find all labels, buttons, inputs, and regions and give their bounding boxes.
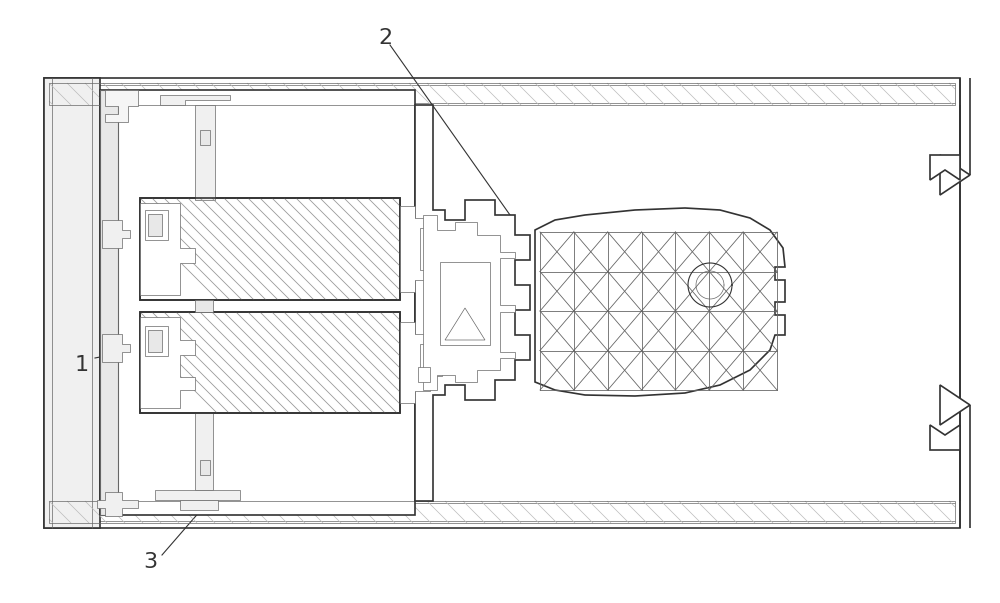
Polygon shape [195, 300, 213, 312]
Polygon shape [200, 460, 210, 475]
Polygon shape [105, 90, 138, 122]
Polygon shape [145, 210, 168, 240]
Text: 3: 3 [143, 552, 157, 572]
Polygon shape [148, 330, 162, 352]
Polygon shape [930, 425, 960, 450]
Polygon shape [418, 367, 430, 382]
Polygon shape [145, 326, 168, 356]
Polygon shape [140, 317, 195, 408]
Polygon shape [140, 203, 195, 295]
Polygon shape [940, 385, 970, 425]
Polygon shape [100, 90, 118, 515]
Polygon shape [440, 262, 490, 345]
Polygon shape [423, 215, 515, 390]
Polygon shape [930, 155, 960, 180]
Polygon shape [400, 206, 430, 292]
Polygon shape [44, 78, 960, 528]
Polygon shape [155, 490, 240, 500]
Polygon shape [140, 312, 400, 413]
Polygon shape [195, 413, 213, 490]
Polygon shape [97, 492, 138, 516]
Polygon shape [400, 322, 430, 403]
Polygon shape [148, 214, 162, 236]
Polygon shape [430, 233, 442, 265]
Text: 2: 2 [378, 28, 392, 48]
Text: 1: 1 [75, 355, 89, 375]
Polygon shape [200, 130, 210, 145]
Polygon shape [940, 155, 970, 195]
Polygon shape [535, 208, 785, 396]
Polygon shape [180, 500, 218, 510]
Polygon shape [100, 90, 415, 515]
Polygon shape [44, 78, 100, 528]
Polygon shape [102, 220, 130, 248]
Polygon shape [195, 105, 215, 200]
Polygon shape [160, 95, 230, 105]
Polygon shape [430, 349, 442, 376]
Polygon shape [415, 105, 530, 501]
Polygon shape [140, 198, 400, 300]
Polygon shape [102, 334, 130, 362]
